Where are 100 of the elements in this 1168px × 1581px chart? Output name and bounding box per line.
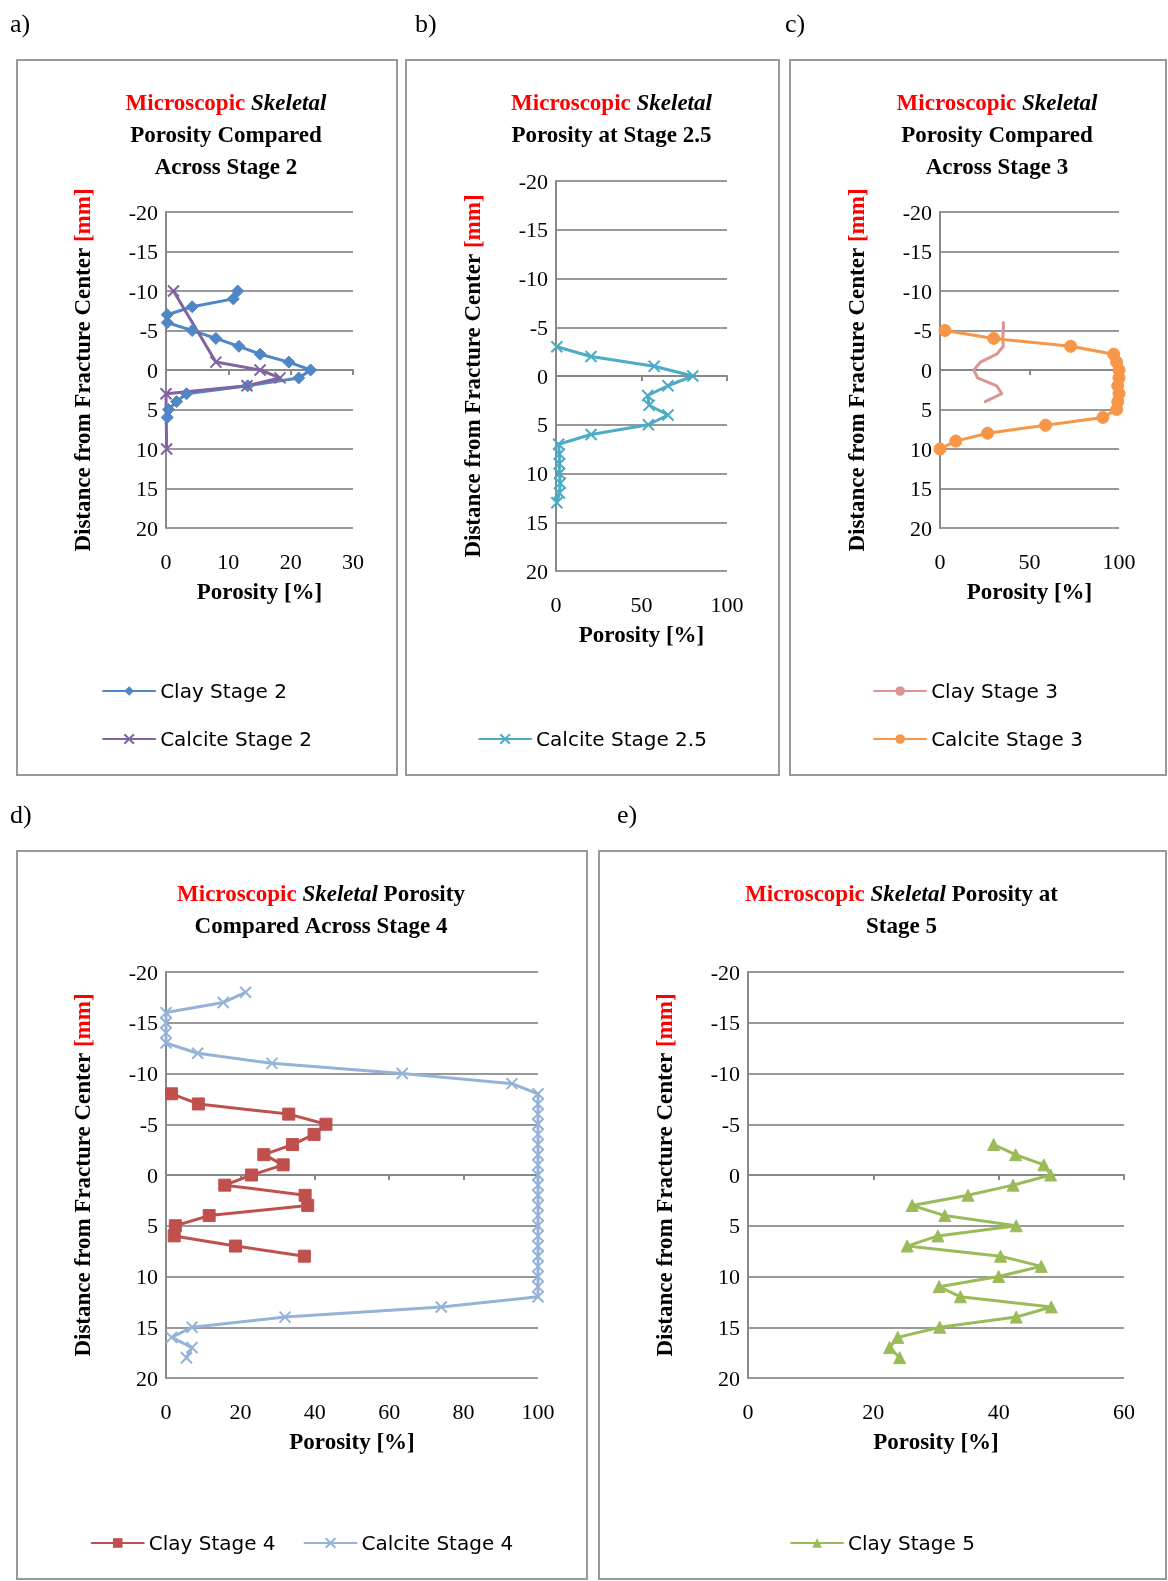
y-axis-title: Distance from Fracture Center [mm]: [460, 194, 485, 558]
point: [987, 331, 1001, 345]
y-axis-title: Distance from Fracture Center [mm]: [70, 993, 95, 1357]
legend-label: Clay Stage 2: [160, 679, 287, 703]
y-tick-label: 0: [537, 363, 548, 389]
y-tick-label: -15: [128, 239, 158, 264]
point: [276, 1158, 290, 1172]
x-axis-title: Porosity [%]: [196, 579, 323, 604]
y-tick-label: 5: [537, 412, 548, 438]
chart-title: Microscopic Skeletal Porosity Compared Across Stage 3: [896, 89, 1098, 179]
point: [239, 985, 253, 999]
x-tick-label: 100: [710, 591, 744, 617]
point: [202, 1209, 216, 1223]
point: [1110, 403, 1124, 416]
y-tick-label: 20: [136, 1365, 158, 1391]
y-tick-label: -5: [913, 318, 932, 343]
text: a): [10, 9, 31, 39]
y-tick-label: -15: [128, 1010, 158, 1036]
y-tick-label: 10: [526, 461, 548, 486]
point: [257, 1148, 271, 1162]
text: b): [415, 9, 437, 39]
point: [900, 1239, 914, 1253]
y-tick-label: -10: [710, 1061, 740, 1086]
point: [165, 1087, 179, 1101]
x-tick-label: 60: [378, 1398, 401, 1424]
y-tick-label: -5: [529, 314, 548, 340]
point: [218, 1178, 232, 1192]
y-tick-label: -20: [518, 168, 548, 194]
y-tick-label: 20: [718, 1365, 740, 1391]
y-tick-label: 5: [147, 1213, 158, 1239]
y-tick-label: -20: [902, 199, 932, 225]
point: [1009, 1219, 1023, 1233]
x-axis-title: Porosity [%]: [289, 1429, 415, 1454]
y-tick-label: -20: [710, 959, 740, 985]
point: [209, 355, 223, 369]
point: [395, 1067, 409, 1080]
legend-label: Calcite Stage 2: [160, 727, 312, 751]
y-tick-label: -10: [128, 278, 158, 304]
point: [883, 1341, 897, 1355]
y-tick-label: 0: [147, 1162, 158, 1188]
point: [232, 339, 246, 353]
x-tick-label: 30: [342, 548, 364, 574]
point: [584, 428, 598, 441]
x-tick-label: 20: [862, 1398, 885, 1424]
point: [1006, 1178, 1020, 1192]
point: [185, 1320, 199, 1334]
y-tick-label: -5: [139, 318, 158, 343]
point: [932, 1280, 946, 1294]
point: [253, 363, 267, 377]
point: [245, 1168, 259, 1182]
y-axis-title: Distance from Fracture Center [mm]: [844, 188, 869, 552]
point: [226, 292, 240, 306]
legend-label: Calcite Stage 3: [931, 727, 1083, 751]
point: [893, 1351, 907, 1365]
point: [1064, 339, 1078, 353]
text: c): [785, 9, 806, 39]
point: [1009, 1148, 1023, 1162]
point: [209, 331, 223, 345]
y-tick-label: 15: [136, 476, 158, 501]
text: d): [10, 800, 32, 830]
legend-label: Clay Stage 4: [148, 1531, 276, 1555]
point: [191, 1097, 205, 1111]
point: [933, 1320, 947, 1334]
point: [191, 1046, 205, 1060]
point: [216, 995, 230, 1009]
point: [987, 1138, 1001, 1152]
y-tick-label: 5: [921, 397, 932, 422]
point: [304, 363, 318, 377]
x-tick-label: 100: [521, 1398, 555, 1424]
y-axis-title: Distance from Fracture Center [mm]: [652, 993, 677, 1357]
y-axis-title: Distance from Fracture Center [mm]: [70, 188, 95, 552]
point: [1034, 1259, 1048, 1273]
point: [938, 1209, 952, 1223]
y-tick-label: -10: [518, 266, 548, 291]
point: [273, 371, 287, 385]
y-tick-label: 0: [147, 357, 158, 383]
y-tick-label: 20: [910, 515, 932, 541]
point: [1044, 1300, 1058, 1314]
point: [160, 316, 174, 330]
x-axis-title: Porosity [%]: [966, 579, 1093, 604]
point: [953, 1290, 967, 1304]
point: [165, 1330, 179, 1344]
chart-title: Microscopic Skeletal Porosity Compared Across Stage 4: [177, 880, 465, 938]
x-tick-label: 50: [1018, 548, 1041, 574]
point: [1096, 410, 1110, 424]
x-tick-label: 40: [987, 1398, 1010, 1424]
text: e): [617, 800, 638, 830]
point: [1037, 1158, 1051, 1172]
x-tick-label: 10: [217, 548, 240, 574]
point: [938, 324, 952, 337]
point: [434, 1300, 448, 1314]
x-tick-label: 100: [1102, 548, 1136, 574]
point: [185, 1341, 199, 1355]
point: [180, 387, 194, 401]
y-tick-label: -10: [902, 278, 932, 304]
y-tick-label: 0: [921, 357, 932, 383]
point: [282, 1107, 296, 1121]
point: [319, 1117, 333, 1131]
x-axis-title: Porosity [%]: [873, 1429, 999, 1454]
y-tick-label: -5: [721, 1111, 740, 1137]
